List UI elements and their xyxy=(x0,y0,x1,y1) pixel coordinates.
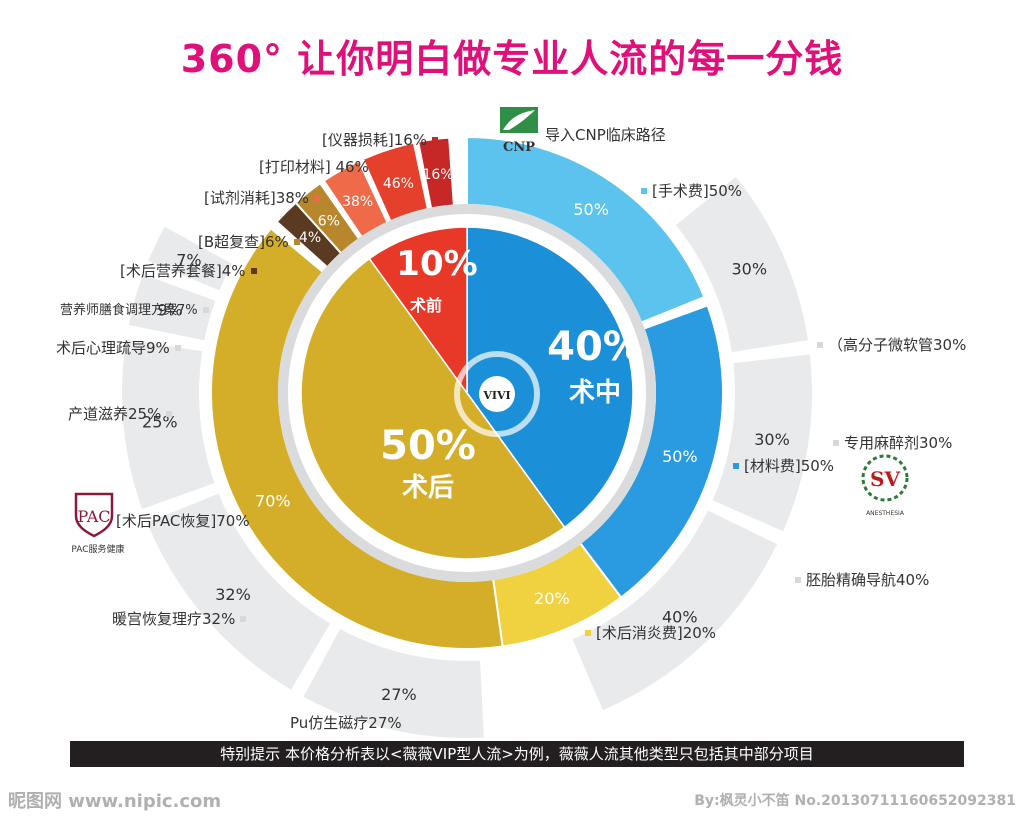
outer-slice-label-pac-0: 27% xyxy=(381,685,417,704)
anesthesia-logo: SV ANESTHESIA xyxy=(852,452,918,517)
middle-slice-label-2: 20% xyxy=(534,589,570,608)
legend-counseling: 术后心理疏导9% xyxy=(56,337,186,358)
outer-slice-pac-0 xyxy=(303,629,484,738)
middle-slice-label-0: 50% xyxy=(573,200,609,219)
legend-navigation: 胚胎精确导航40% xyxy=(790,569,929,590)
outer-slice-label-pac-2: 25% xyxy=(142,413,178,432)
legend-diet: 营养师膳食调理方案7% xyxy=(60,299,214,318)
outer-slice-pac-3 xyxy=(128,274,216,341)
pac-logo: PAC PAC服务健康 xyxy=(66,490,130,555)
legend-anti-inflammatory: [术后消炎费]20% xyxy=(580,622,716,643)
legend-instrument: [仪器损耗]16% xyxy=(322,129,443,150)
outer-slice-pac-1 xyxy=(147,493,331,690)
inner-slice-name-0: 术前 xyxy=(409,296,442,315)
legend-b-ultrasound: [B超复查]6% xyxy=(198,231,305,252)
inner-slice-name-1: 术中 xyxy=(569,378,621,408)
svg-text:PAC: PAC xyxy=(77,507,110,526)
outer-slice-material-1 xyxy=(712,354,813,532)
outer-slice-label-material-0: 30% xyxy=(731,260,767,279)
middle-slice-label-4: 4% xyxy=(299,230,321,246)
notice-banner: 特别提示 本价格分析表以<薇薇VIP型人流>为例，薇薇人流其他类型只包括其中部分… xyxy=(70,741,964,767)
image-credit: By:枫灵小不笛 No.20130711160652092381 xyxy=(694,793,1016,809)
middle-slice-label-6: 38% xyxy=(342,194,373,210)
inner-slice-2 xyxy=(300,257,566,560)
page-title: 360° 让你明白做专业人流的每一分钱 xyxy=(180,37,844,81)
inner-slice-percent-1: 40% xyxy=(547,324,643,370)
legend-pac-recovery: [术后PAC恢复]70% xyxy=(116,510,266,531)
outer-slice-material-0 xyxy=(675,176,808,352)
outer-slice-label-pac-1: 32% xyxy=(215,585,251,604)
middle-slice-label-1: 50% xyxy=(662,447,698,466)
legend-print-material: [打印材料] 46% xyxy=(259,156,385,177)
cnp-logo: CNP xyxy=(497,106,541,155)
center-badge-label: VIVI xyxy=(482,389,510,402)
outer-slice-material-2 xyxy=(572,510,778,711)
legend-warm-palace: 暖宫恢复理疗32% xyxy=(112,608,251,629)
outer-slice-pac-2 xyxy=(122,339,215,509)
legend-surgery-fee: [手术费]50% xyxy=(636,180,742,201)
legend-anesthetic: 专用麻醉剂30% xyxy=(828,432,952,453)
legend-material-fee: [材料费]50% xyxy=(728,455,834,476)
pac-shield-icon: PAC xyxy=(74,492,114,538)
legend-reagent: [试剂消耗]38% xyxy=(204,187,325,208)
middle-slice-label-3: 70% xyxy=(255,492,291,511)
outer-slice-pac-4 xyxy=(148,226,233,291)
outer-slice-label-material-1: 30% xyxy=(754,430,790,449)
legend-nutrition-package: [术后营养套餐]4% xyxy=(120,260,262,281)
cnp-leaf-icon xyxy=(500,107,538,133)
outer-slice-label-pac-3: 9% xyxy=(157,300,182,319)
outer-slice-label-pac-4: 7% xyxy=(176,250,201,269)
legend-magnetic: Pu仿生磁疗27% xyxy=(290,714,402,732)
middle-slice-label-8: 16% xyxy=(422,167,453,183)
inner-slice-0 xyxy=(368,226,468,396)
inner-separator-ring xyxy=(278,204,656,582)
center-rotate-ring xyxy=(454,351,540,437)
outer-slice-label-material-2: 40% xyxy=(662,607,698,626)
cnp-path-label: 导入CNP临床路径 xyxy=(545,126,666,144)
legend-birth-canal: 产道滋养25% xyxy=(68,403,177,424)
laurel-icon: SV xyxy=(861,454,909,502)
legend-micro-tube: （高分子微软管30% xyxy=(812,334,966,355)
inner-slice-1 xyxy=(466,226,634,529)
svg-text:SV: SV xyxy=(870,467,900,491)
inner-slice-percent-0: 10% xyxy=(396,244,477,284)
center-badge xyxy=(479,376,515,412)
middle-slice-label-5: 6% xyxy=(318,213,340,229)
inner-slice-name-2: 术后 xyxy=(402,473,454,503)
middle-slice-label-7: 46% xyxy=(383,176,414,192)
inner-slice-percent-2: 50% xyxy=(380,423,476,469)
watermark: 昵图网 www.nipic.com xyxy=(8,791,222,812)
